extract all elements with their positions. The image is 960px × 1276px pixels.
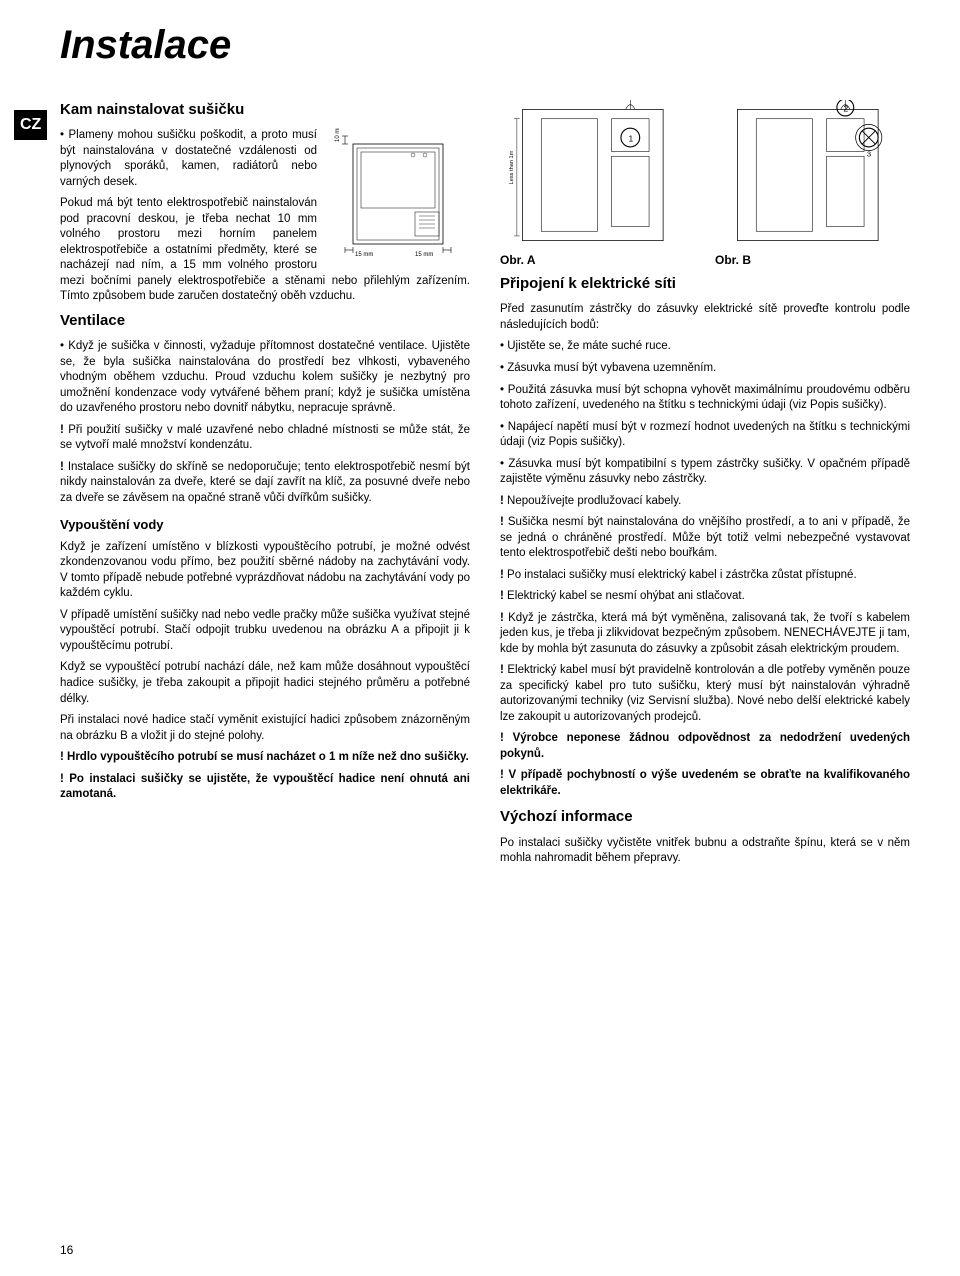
w-vpripade-pochyb: V případě pochybností o výše uvedeném se… xyxy=(500,768,910,799)
figure-a-container: 1 Less than 1m Obr. A xyxy=(500,100,695,268)
b-napajeci: • Napájecí napětí musí být v rozmezí hod… xyxy=(500,420,910,451)
left-column: Kam nainstalovat sušičku 10 mm xyxy=(60,100,470,873)
p-hrdlo: Hrdlo vypouštěcího potrubí se musí nachá… xyxy=(60,750,470,766)
heading-ventilace: Ventilace xyxy=(60,311,470,331)
left-clearance-label: 15 mm xyxy=(355,252,373,258)
b-ujistete: • Ujistěte se, že máte suché ruce. xyxy=(500,339,910,355)
svg-text:Less than 1m: Less than 1m xyxy=(509,150,515,184)
p-instalace-skrine: Instalace sušičky do skříně se nedoporuč… xyxy=(60,460,470,507)
b-zasuvka-uzem: • Zásuvka musí být vybavena uzemněním. xyxy=(500,361,910,377)
w-kabel-kontrolovan: Elektrický kabel musí být pravidelně kon… xyxy=(500,663,910,725)
heading-kam: Kam nainstalovat sušičku xyxy=(60,100,470,120)
p-vychozi: Po instalaci sušičky vyčistěte vnitřek b… xyxy=(500,836,910,867)
svg-text:3: 3 xyxy=(867,149,871,158)
p-pri-pouziti: Při použití sušičky v malé uzavřené nebo… xyxy=(60,423,470,454)
figure-a: 1 Less than 1m xyxy=(500,100,695,250)
figures-row: 1 Less than 1m Obr. A xyxy=(500,100,910,268)
p-pred-zasunutim: Před zasunutím zástrčky do zásuvky elekt… xyxy=(500,302,910,333)
heading-pripojeni: Připojení k elektrické síti xyxy=(500,274,910,294)
p-kdyz-vypousteci: Když se vypouštěcí potrubí nachází dále,… xyxy=(60,660,470,707)
p-pri-instalaci: Při instalaci nové hadice stačí vyměnit … xyxy=(60,713,470,744)
w-kdyz-zastrcka: Když je zástrčka, která má být vyměněna,… xyxy=(500,611,910,658)
heading-vychozi: Výchozí informace xyxy=(500,807,910,827)
w-nepouzivejte: Nepoužívejte prodlužovací kabely. xyxy=(500,494,910,510)
dryer-clearance-diagram: 10 mm 15 mm 15 mm xyxy=(325,128,470,258)
p-po-instalaci: Po instalaci sušičky se ujistěte, že vyp… xyxy=(60,772,470,803)
page-title: Instalace xyxy=(60,18,231,72)
page-number: 16 xyxy=(60,1242,73,1258)
w-kabel-nesmi: Elektrický kabel se nesmí ohýbat ani stl… xyxy=(500,589,910,605)
figure-b-container: 2 3 Obr. B xyxy=(715,100,910,268)
b-zasuvka-kompat: • Zásuvka musí být kompatibilní s typem … xyxy=(500,457,910,488)
top-clearance-label: 10 mm xyxy=(335,128,341,142)
heading-vypousteni: Vypouštění vody xyxy=(60,516,470,534)
b-pouzita: • Použitá zásuvka musí být schopna vyhov… xyxy=(500,383,910,414)
p-kdyz-susicka: • Když je sušička v činnosti, vyžaduje p… xyxy=(60,339,470,417)
svg-text:1: 1 xyxy=(628,133,633,143)
w-po-instalaci-kabel: Po instalaci sušičky musí elektrický kab… xyxy=(500,568,910,584)
p-kdyz-zarizeni: Když je zařízení umístěno v blízkosti vy… xyxy=(60,540,470,602)
w-vyrobce: Výrobce neponese žádnou odpovědnost za n… xyxy=(500,731,910,762)
w-susicka-nesmi: Sušička nesmí být nainstalována do vnějš… xyxy=(500,515,910,562)
content-columns: Kam nainstalovat sušičku 10 mm xyxy=(60,100,910,873)
p-vpripade-umisteni: V případě umístění sušičky nad nebo vedl… xyxy=(60,608,470,655)
figure-b-label: Obr. B xyxy=(715,252,910,268)
right-column: 1 Less than 1m Obr. A xyxy=(500,100,910,873)
language-badge: CZ xyxy=(14,110,47,140)
svg-text:2: 2 xyxy=(843,103,848,113)
figure-b: 2 3 xyxy=(715,100,910,250)
right-clearance-label: 15 mm xyxy=(415,252,433,258)
figure-a-label: Obr. A xyxy=(500,252,695,268)
